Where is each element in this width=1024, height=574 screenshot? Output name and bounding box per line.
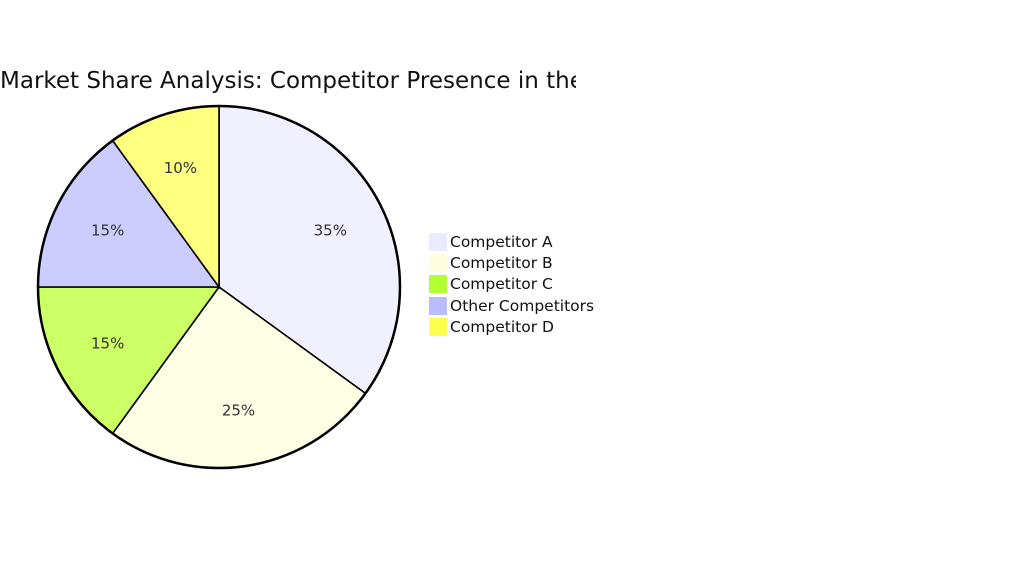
legend-label: Competitor B [450,254,553,273]
pie-slices [37,105,401,469]
legend-item-competitor-a: Competitor A [429,231,594,252]
pie-slice-labels: 35% 25% 15% 15% 10% [91,159,347,419]
chart-title: Market Share Analysis: Competitor Presen… [0,68,576,94]
legend-item-competitor-d: Competitor D [429,317,594,338]
legend-item-other-competitors: Other Competitors [429,295,594,316]
legend-swatch [429,275,447,294]
slice-label-competitor-c: 15% [91,335,124,353]
legend-label: Competitor A [450,232,553,251]
slice-label-competitor-d: 10% [164,159,197,177]
legend-item-competitor-b: Competitor B [429,252,594,273]
legend-label: Competitor D [450,318,554,337]
slice-label-competitor-b: 25% [222,401,255,419]
pie-outline [36,104,402,470]
legend-item-competitor-c: Competitor C [429,274,594,295]
legend-swatch [429,254,447,273]
legend-swatch [429,318,447,337]
slice-label-other-competitors: 15% [91,221,124,239]
legend-label: Competitor C [450,275,553,294]
legend-label: Other Competitors [450,296,595,315]
slice-label-competitor-a: 35% [314,221,347,239]
legend: Competitor A Competitor B Competitor C Othe… [429,231,594,338]
legend-swatch [429,296,447,315]
legend-swatch [429,232,447,251]
